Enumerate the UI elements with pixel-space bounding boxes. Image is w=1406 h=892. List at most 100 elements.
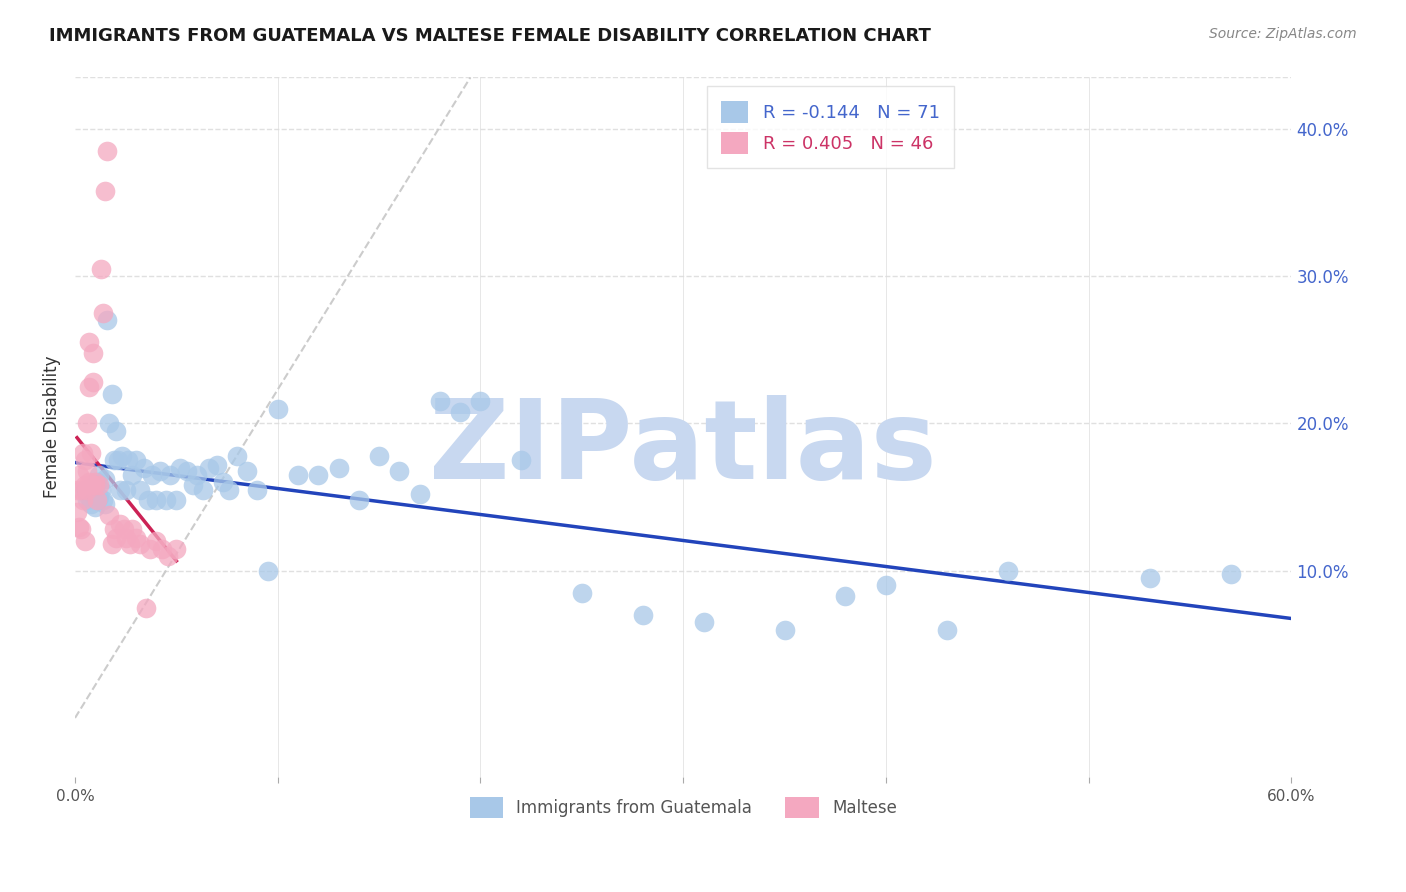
Point [80, 498, 103, 512]
Point [470, 394, 492, 409]
Point [155, 493, 177, 508]
Point [77, 335, 100, 350]
Point [128, 537, 150, 551]
Point [70, 483, 93, 497]
Point [834, 589, 856, 603]
Point [94, 498, 117, 512]
Point [388, 464, 411, 478]
Point [307, 468, 329, 483]
Point [1219, 566, 1241, 581]
Point [80, 446, 103, 460]
Point [75, 453, 97, 467]
Point [75, 534, 97, 549]
Point [198, 460, 221, 475]
Point [72, 493, 94, 508]
Point [77, 475, 100, 490]
Point [145, 493, 167, 508]
Point [94, 184, 117, 198]
Point [236, 464, 259, 478]
Point [89, 490, 111, 504]
Point [212, 475, 235, 490]
Point [86, 493, 108, 508]
Point [70, 523, 93, 537]
Point [145, 534, 167, 549]
Point [176, 464, 198, 478]
Point [89, 468, 111, 483]
Point [84, 478, 107, 492]
Text: Source: ZipAtlas.com: Source: ZipAtlas.com [1209, 27, 1357, 41]
Point [84, 500, 107, 515]
Point [1139, 571, 1161, 585]
Point [108, 516, 131, 531]
Point [935, 623, 957, 637]
Point [104, 424, 127, 438]
Point [449, 405, 471, 419]
Text: ZIPatlas: ZIPatlas [429, 394, 938, 501]
Point [98, 508, 121, 522]
Point [191, 483, 214, 497]
Point [368, 449, 391, 463]
Point [408, 487, 430, 501]
Point [67, 468, 90, 483]
Point [165, 493, 187, 508]
Point [135, 600, 157, 615]
Point [571, 586, 593, 600]
Point [121, 523, 143, 537]
Point [136, 493, 159, 508]
Point [328, 460, 350, 475]
Point [98, 417, 121, 431]
Point [107, 453, 129, 467]
Point [205, 458, 228, 472]
Point [80, 478, 103, 492]
Point [347, 493, 370, 508]
Point [66, 483, 89, 497]
Point [997, 564, 1019, 578]
Point [186, 468, 208, 483]
Point [108, 483, 131, 497]
Point [256, 564, 278, 578]
Point [100, 387, 122, 401]
Point [141, 468, 163, 483]
Point [117, 453, 139, 467]
Point [76, 493, 98, 508]
Point [96, 313, 118, 327]
Point [77, 379, 100, 393]
Point [104, 532, 127, 546]
Point [67, 519, 90, 533]
Point [226, 449, 249, 463]
Point [84, 478, 107, 492]
Point [114, 483, 136, 497]
Point [218, 483, 240, 497]
Point [692, 615, 714, 630]
Point [111, 449, 134, 463]
Point [103, 523, 125, 537]
Point [93, 306, 115, 320]
Point [82, 487, 104, 501]
Text: IMMIGRANTS FROM GUATEMALA VS MALTESE FEMALE DISABILITY CORRELATION CHART: IMMIGRANTS FROM GUATEMALA VS MALTESE FEM… [49, 27, 931, 45]
Point [287, 468, 309, 483]
Point [76, 417, 98, 431]
Point [267, 401, 290, 416]
Point [94, 472, 117, 486]
Point [103, 453, 125, 467]
Point [128, 483, 150, 497]
Point [139, 541, 162, 556]
Point [77, 490, 100, 504]
Point [773, 623, 796, 637]
Point [84, 475, 107, 490]
Point [159, 468, 181, 483]
Point [82, 376, 104, 390]
Point [114, 532, 136, 546]
Point [510, 453, 533, 467]
Point [86, 475, 108, 490]
Point [165, 541, 187, 556]
Point [157, 549, 180, 563]
Point [76, 483, 98, 497]
Point [82, 346, 104, 360]
Point [150, 541, 173, 556]
Y-axis label: Female Disability: Female Disability [44, 356, 60, 499]
Point [149, 464, 172, 478]
Point [169, 460, 191, 475]
Point [132, 460, 155, 475]
Point [66, 505, 89, 519]
